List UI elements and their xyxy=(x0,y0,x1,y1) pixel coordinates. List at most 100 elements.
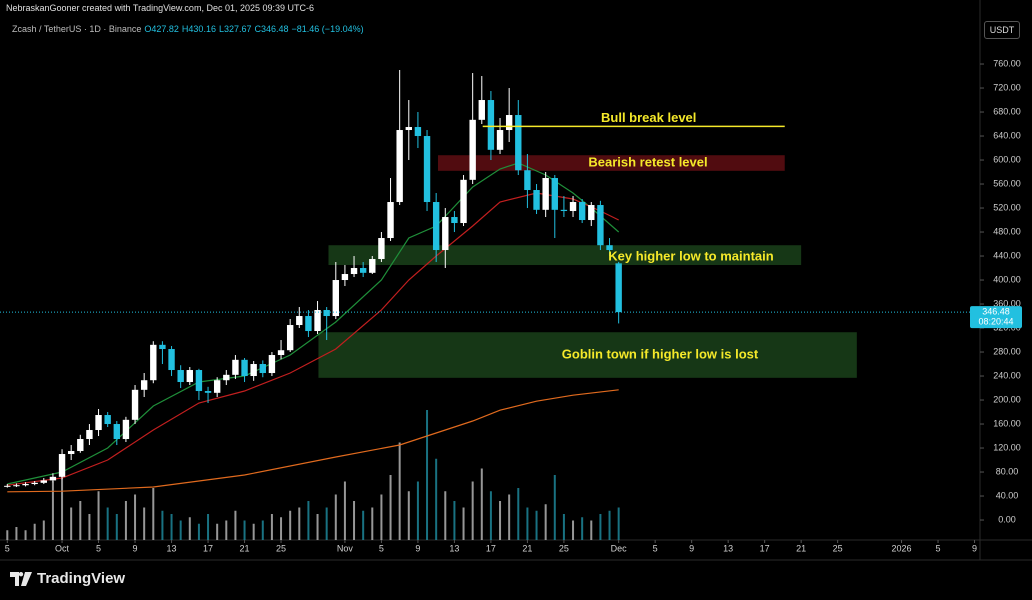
y-tick-label: 400.00 xyxy=(993,274,1021,284)
candle-body xyxy=(204,391,212,393)
volume-bar xyxy=(280,517,283,540)
volume-bar xyxy=(15,527,18,540)
plot-area: Bull break level Bearish retest level Key … xyxy=(0,70,980,540)
x-tick-label: 5 xyxy=(936,543,941,553)
volume-bar xyxy=(489,491,492,540)
candle-body xyxy=(40,480,47,483)
candle-body xyxy=(13,485,20,487)
currency-button[interactable]: USDT xyxy=(984,21,1020,39)
volume-bar xyxy=(188,517,191,540)
candle-body xyxy=(606,245,613,251)
candle-body xyxy=(277,350,285,356)
x-tick-label: 21 xyxy=(240,543,250,553)
volume-bar xyxy=(124,501,127,540)
volume-bar xyxy=(508,494,511,540)
candle-body xyxy=(168,349,175,371)
y-tick-label: 40.00 xyxy=(996,490,1019,500)
x-tick-label: 13 xyxy=(449,543,459,553)
volume-bar xyxy=(608,510,611,540)
volume-bar xyxy=(252,523,255,540)
volume-bar xyxy=(179,520,182,540)
candle-body xyxy=(451,217,458,224)
candle-body xyxy=(542,178,549,210)
candle-body xyxy=(286,325,294,351)
level-label: Bull break level xyxy=(601,110,696,125)
candle-body xyxy=(405,127,412,131)
candle-body xyxy=(296,316,303,326)
candle-body xyxy=(551,178,558,210)
volume-bar xyxy=(143,507,146,540)
volume-bar xyxy=(590,520,593,540)
x-tick-label: Oct xyxy=(55,543,70,553)
volume-bar xyxy=(298,507,301,540)
zone-label: Bearish retest level xyxy=(588,154,707,169)
volume-bar xyxy=(152,488,155,540)
volume-bar xyxy=(343,481,346,540)
y-tick-label: 760.00 xyxy=(993,58,1021,68)
legend-value: O427.82 xyxy=(144,24,179,34)
candle-body xyxy=(505,115,513,131)
candle-body xyxy=(332,280,339,317)
candle-body xyxy=(387,202,394,239)
volume-bar xyxy=(398,442,401,540)
volume-bar xyxy=(6,530,9,540)
y-tick-label: 120.00 xyxy=(993,442,1021,452)
x-tick-label: Dec xyxy=(611,543,628,553)
y-tick-label: 520.00 xyxy=(993,202,1021,212)
volume-bar xyxy=(562,514,565,540)
volume-bar xyxy=(88,514,91,540)
volume-bar xyxy=(42,520,45,540)
last-price-box xyxy=(970,306,1022,329)
symbol: Zcash / TetherUS · 1D · Binance xyxy=(12,24,142,34)
volume-bar xyxy=(134,494,137,540)
candle-body xyxy=(250,364,257,377)
y-tick-label: 600.00 xyxy=(993,154,1021,164)
volume-bar xyxy=(325,507,328,540)
volume-bar xyxy=(407,491,410,540)
candle-body xyxy=(113,424,120,440)
x-tick-label: 5 xyxy=(653,543,658,553)
candle-body xyxy=(588,205,595,221)
candle-body xyxy=(223,374,230,381)
volume-bar xyxy=(371,507,374,540)
x-tick-label: 17 xyxy=(760,543,770,553)
candle-body xyxy=(49,476,57,481)
x-tick-label: 25 xyxy=(559,543,569,553)
moving-average xyxy=(7,162,620,485)
volume-bar xyxy=(97,491,100,540)
candle-body xyxy=(305,316,312,332)
candle-body xyxy=(515,115,522,171)
candle-body xyxy=(378,238,385,260)
candle-body xyxy=(396,130,403,203)
zone xyxy=(318,332,857,378)
candle-body xyxy=(213,380,221,393)
volume-bar xyxy=(243,520,246,540)
candle-body xyxy=(478,100,485,120)
x-tick-label: 5 xyxy=(96,543,101,553)
candle-body xyxy=(533,190,540,210)
y-tick-label: 560.00 xyxy=(993,178,1021,188)
zone-label: Goblin town if higher low is lost xyxy=(562,346,759,361)
y-tick-label: 280.00 xyxy=(993,346,1021,356)
brand-logo xyxy=(10,571,32,586)
candle-body xyxy=(524,170,531,191)
candle-body xyxy=(359,268,367,273)
volume-bar xyxy=(362,510,365,540)
x-tick-label: 13 xyxy=(167,543,177,553)
volume-bar xyxy=(61,465,64,540)
x-tick-label: 17 xyxy=(486,543,496,553)
x-tick-label: 21 xyxy=(522,543,532,553)
volume-bar xyxy=(544,504,547,540)
y-tick-label: 480.00 xyxy=(993,226,1021,236)
volume-bar xyxy=(462,507,465,540)
volume-bar xyxy=(480,468,483,540)
volume-bar xyxy=(161,510,164,540)
volume-bar xyxy=(24,530,27,540)
candle-body xyxy=(86,430,93,440)
y-tick-label: 240.00 xyxy=(993,370,1021,380)
volume-bar xyxy=(553,475,556,540)
x-tick-label: 9 xyxy=(415,543,420,553)
volume-bar xyxy=(581,517,584,540)
x-tick-label: 17 xyxy=(203,543,213,553)
